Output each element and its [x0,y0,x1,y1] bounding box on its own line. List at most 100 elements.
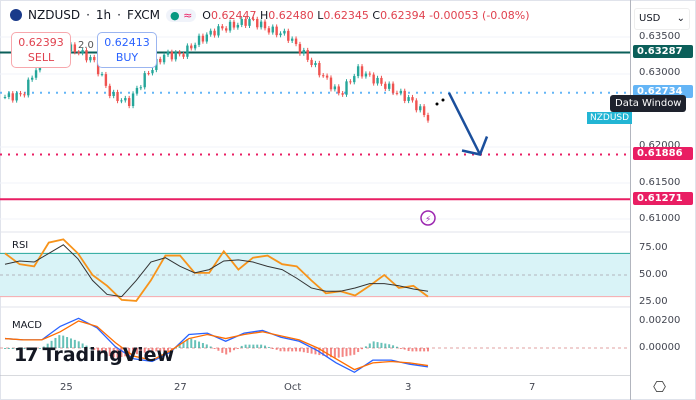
candle-body [89,57,92,61]
chevron-down-icon: ⌄ [676,13,685,24]
macd-histogram-bar [271,348,274,349]
macd-histogram-bar [341,348,344,357]
candle-body [151,69,154,74]
candle-body [422,106,426,115]
macd-histogram-bar [132,348,135,355]
macd-histogram-bar [291,348,294,352]
settings-icon[interactable]: ⎔ [653,378,667,396]
sep: · [86,8,90,22]
symbol-tag: NZDUSD [587,112,633,124]
candle-body [360,66,364,77]
rsi-tick: 75.00 [639,242,668,253]
candle-body [341,93,344,95]
macd-histogram-bar [35,348,38,349]
candle-body [318,63,321,76]
chart-plot[interactable]: ⚡ [0,0,630,376]
candle-body [193,44,197,49]
macd-histogram-bar [27,348,30,349]
sell-price: 0.62393 [18,36,64,49]
candle-body [368,73,371,75]
symbol-name[interactable]: NZDUSD [28,8,81,22]
macd-histogram-bar [209,346,212,348]
candle-body [174,52,177,60]
macd-histogram-bar [376,342,379,348]
macd-histogram-bar [225,348,228,355]
candle-body [333,86,337,90]
sep: · [117,8,121,22]
candle-body [93,57,96,61]
macd-histogram-bar [353,348,356,355]
macd-histogram-bar [97,348,100,352]
macd-histogram-bar [306,348,309,353]
macd-histogram-bar [399,348,402,349]
macd-histogram-bar [178,344,181,348]
macd-histogram-bar [38,348,41,349]
date-tick: 25 [60,382,73,393]
interval[interactable]: 1h [95,8,112,22]
level-label: 0.61271 [633,192,693,205]
candle-body [279,33,282,36]
macd-histogram-bar [194,340,197,348]
currency-select[interactable]: USD ⌄ [634,8,690,30]
buy-price: 0.62413 [104,36,150,49]
rsi-ma-line [4,244,429,298]
candle-body [399,90,403,94]
price-tick: 0.62000 [639,140,681,151]
candle-body [127,98,131,106]
sell-label: SELL [27,51,55,64]
tv-logo-icon: 17 [14,344,38,366]
rsi-tick: 25.00 [639,296,668,307]
sell-button[interactable]: 0.62393 SELL [11,32,71,68]
candle-body [287,30,290,41]
tradingview-logo[interactable]: 17 TradingView [14,344,174,366]
macd-histogram-bar [275,348,278,350]
macd-histogram-bar [66,337,69,348]
candle-body [345,81,348,95]
macd-histogram-bar [143,348,146,353]
projection-arrow [447,92,489,156]
macd-histogram-bar [357,348,360,353]
candle-body [329,77,333,90]
macd-histogram-bar [108,348,111,357]
candle-body [376,77,379,84]
candle-body [170,51,174,60]
macd-histogram-bar [54,337,57,348]
macd-histogram-bar [81,343,84,348]
candle-body [248,18,251,26]
macd-histogram-bar [364,346,367,348]
candle-body [30,77,34,80]
macd-histogram-bar [287,348,290,352]
candle-body [411,97,414,101]
macd-histogram-bar [337,348,340,358]
macd-tick: 0.00200 [639,315,681,326]
macd-histogram-bar [244,344,247,348]
macd-histogram-bar [407,348,410,352]
candle-body [372,74,375,84]
macd-histogram-bar [174,347,177,349]
price-axis[interactable]: 0.63500 0.63000 0.62000 0.61500 0.61000 … [630,0,696,400]
macd-histogram-bar [298,348,301,352]
macd-histogram-bar [116,348,119,358]
candle-body [77,52,80,54]
macd-histogram-bar [120,348,123,358]
macd-histogram-bar [252,344,255,348]
candle-body [135,87,139,94]
candle-body [205,34,208,42]
buy-button[interactable]: 0.62413 BUY [97,32,157,68]
macd-histogram-bar [147,348,150,353]
macd-histogram-bar [264,345,267,348]
macd-histogram-bar [124,348,127,357]
brand-name: TradingView [42,344,175,366]
date-tick: 7 [529,382,536,393]
macd-histogram-bar [345,348,348,357]
market-status-icon[interactable]: ● ≈ [165,8,197,22]
spread: 2.0 [78,40,94,51]
candle-body [384,83,387,89]
candle-body [15,93,18,101]
candle-body [162,54,166,63]
dot [435,102,439,106]
date-tick: 3 [405,382,412,393]
macd-histogram-bar [333,348,336,358]
macd-histogram-bar [62,335,65,348]
symbol-legend: NZDUSD · 1h · FXCM ● ≈ O0.62447 H0.62480 L… [10,8,530,22]
